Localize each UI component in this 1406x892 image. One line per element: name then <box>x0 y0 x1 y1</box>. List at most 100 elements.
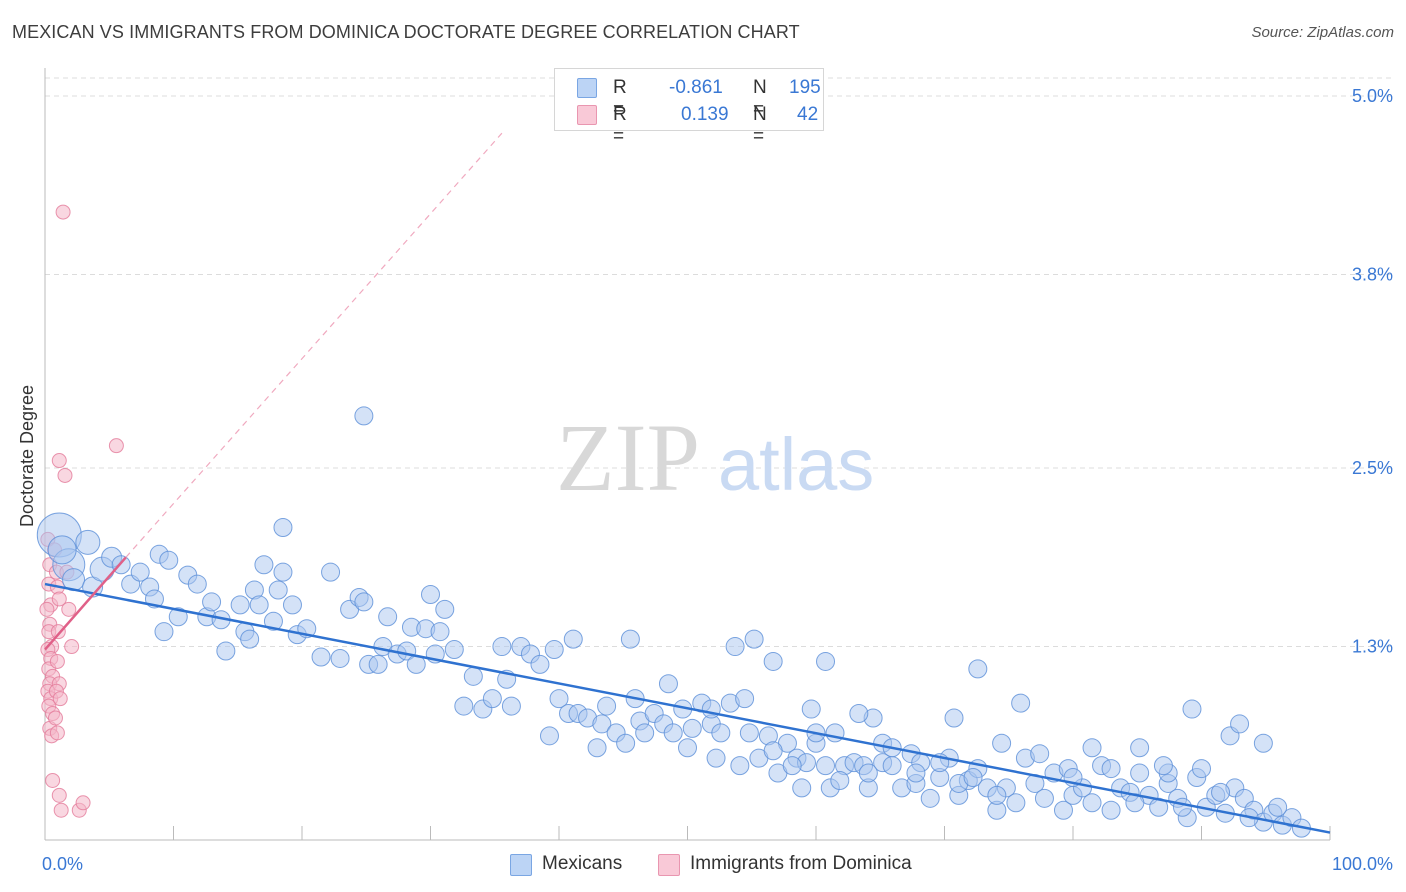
mexicans-point <box>1130 763 1150 783</box>
legend-n-label: N = <box>753 104 767 147</box>
dominica-point <box>108 438 124 454</box>
mexicans-point <box>987 785 1007 805</box>
mexicans-point <box>330 648 350 668</box>
mexicans-point <box>130 562 150 582</box>
mexicans-point <box>321 562 341 582</box>
mexicans-point <box>501 696 521 716</box>
mexicans-point <box>830 770 850 790</box>
legend-swatch-mexicans <box>577 78 597 98</box>
mexicans-point <box>1153 756 1173 776</box>
mexicans-point <box>635 723 655 743</box>
mexicans-point <box>311 647 331 667</box>
gridlines <box>45 77 1392 648</box>
y-tick-label: 2.5% <box>1352 458 1393 478</box>
legend-r-label: R = <box>613 77 627 120</box>
mexicans-point <box>430 622 450 642</box>
mexicans-point <box>159 550 179 570</box>
mexicans-point <box>1011 693 1031 713</box>
dominica-trend-line <box>44 556 127 651</box>
mexicans-point <box>663 723 683 743</box>
mexicans-point <box>1182 699 1202 719</box>
mexicans-point <box>992 733 1012 753</box>
y-tick-label: 5.0% <box>1352 86 1393 106</box>
mexicans-point <box>354 406 374 426</box>
mexicans-point <box>368 654 388 674</box>
dominica-point <box>52 691 68 707</box>
mexicans-point <box>1130 738 1150 758</box>
mexicans-point <box>216 641 236 661</box>
mexicans-point <box>816 756 836 776</box>
mexicans-point <box>421 584 440 604</box>
mexicans-point <box>482 689 502 709</box>
mexicans-point <box>75 529 101 555</box>
mexicans-point <box>801 699 821 719</box>
mexicans-point <box>678 738 697 758</box>
mexicans-point <box>858 763 878 783</box>
mexicans-point <box>725 637 745 657</box>
mexicans-point <box>202 592 222 612</box>
dominica-point <box>51 591 67 607</box>
watermark-atlas: atlas <box>718 423 874 506</box>
mexicans-trend-line <box>44 582 1331 834</box>
mexicans-point <box>711 723 731 743</box>
mexicans-point <box>706 748 726 768</box>
legend-r-value-dominica: 0.139 <box>681 104 729 125</box>
mexicans-point <box>168 607 188 627</box>
watermark-zip: ZIP <box>556 404 700 511</box>
dominica-point <box>50 624 66 640</box>
mexicans-point <box>268 580 288 600</box>
dominica-point <box>51 787 67 803</box>
mexicans-point <box>968 659 988 679</box>
dominica-point <box>49 725 65 741</box>
trend-lines <box>44 132 1331 834</box>
legend-n-label: N = <box>753 77 767 120</box>
mexicans-point <box>1053 800 1073 820</box>
mexicans-point <box>1030 744 1050 764</box>
mexicans-point <box>735 689 755 709</box>
mexicans-point <box>782 756 802 776</box>
watermark: ZIP atlas <box>556 404 874 511</box>
dominica-points <box>39 204 124 818</box>
mexicans-point <box>620 629 640 649</box>
dominica-point <box>45 772 61 788</box>
mexicans-point <box>230 595 250 615</box>
mexicans-point <box>1101 759 1121 779</box>
mexicans-point <box>1192 759 1211 779</box>
dominica-point <box>75 795 91 811</box>
mexicans-point <box>282 595 302 615</box>
legend-r-label: R = <box>613 104 627 147</box>
mexicans-point <box>1082 738 1102 758</box>
tick-labels: 1.3% 2.5% 3.8% 5.0% 0.0% 100.0% <box>42 86 1393 874</box>
mexicans-point <box>1268 797 1288 817</box>
dominica-point <box>61 601 77 617</box>
mexicans-point <box>463 666 483 686</box>
mexicans-points <box>36 406 1311 838</box>
legend-n-value-mexicans: 195 <box>789 77 821 98</box>
mexicans-point <box>682 718 702 738</box>
mexicans-point <box>763 651 783 671</box>
mexicans-point <box>616 733 636 753</box>
mexicans-point <box>597 696 617 716</box>
mexicans-point <box>658 674 678 694</box>
mexicans-point <box>587 738 607 758</box>
mexicans-point <box>249 595 269 615</box>
mexicans-point <box>592 714 612 734</box>
legend-swatch-dominica <box>577 105 597 125</box>
dominica-point <box>55 204 71 220</box>
mexicans-point <box>187 574 207 594</box>
mexicans-point <box>816 651 836 671</box>
mexicans-point <box>849 704 869 724</box>
dominica-point <box>47 710 63 726</box>
mexicans-point <box>1082 793 1102 813</box>
mexicans-point <box>882 756 902 776</box>
dominica-point <box>57 467 73 483</box>
mexicans-point <box>549 689 569 709</box>
mexicans-point <box>154 622 174 642</box>
bottom-legend-label-dominica: Immigrants from Dominica <box>690 853 912 874</box>
mexicans-point <box>273 518 293 538</box>
dominica-point <box>51 453 67 469</box>
mexicans-point <box>263 611 283 631</box>
dominica-point <box>49 653 65 669</box>
bottom-legend-swatch-mexicans <box>510 854 532 876</box>
mexicans-point <box>1253 733 1273 753</box>
